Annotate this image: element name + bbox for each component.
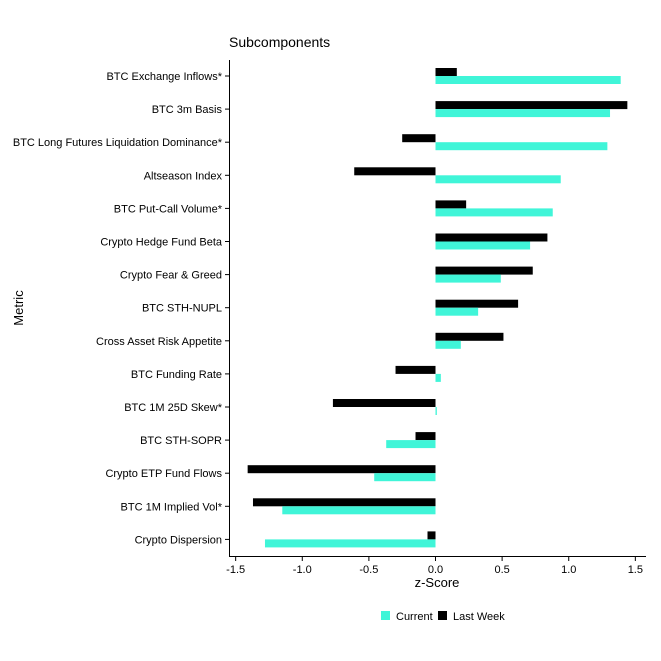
bar-current-7: [435, 307, 479, 316]
bar-last-week-2: [402, 134, 436, 143]
y-tick-label: BTC 1M Implied Vol*: [121, 501, 223, 513]
bar-current-2: [435, 142, 608, 151]
bar-current-10: [435, 407, 437, 415]
bar-current-0: [435, 76, 621, 84]
bar-last-week-1: [435, 101, 628, 110]
y-tick-label: BTC Exchange Inflows*: [106, 71, 222, 83]
y-tick-label: BTC 3m Basis: [152, 104, 223, 116]
x-tick-label: 1.0: [561, 564, 576, 576]
y-tick-label: Crypto Dispersion: [135, 534, 222, 546]
y-tick-label: BTC Funding Rate: [131, 369, 222, 381]
x-tick-label: -0.5: [359, 564, 378, 576]
bar-last-week-6: [435, 266, 533, 275]
bar-current-1: [435, 109, 611, 118]
y-tick-label: Crypto Fear & Greed: [120, 270, 222, 282]
legend: Current Last Week: [381, 611, 505, 623]
x-tick-label: 0.5: [494, 564, 509, 576]
bar-current-11: [386, 440, 436, 449]
bar-current-6: [435, 274, 501, 283]
bar-current-14: [264, 539, 436, 548]
chart-title: Subcomponents: [229, 34, 330, 50]
bar-current-8: [435, 340, 461, 349]
legend-label-0: Current: [396, 611, 433, 623]
y-axis-title: Metric: [11, 290, 26, 326]
x-tick-label: -1.5: [226, 564, 245, 576]
legend-swatch-1: [438, 611, 447, 620]
x-tick-label: -1.0: [293, 564, 312, 576]
bar-current-5: [435, 241, 531, 250]
x-tick-label: 0.0: [428, 564, 443, 576]
bar-last-week-9: [395, 365, 436, 374]
y-tick-label: Crypto ETP Fund Flows: [105, 468, 222, 480]
bar-last-week-3: [354, 167, 436, 176]
y-tick-label: Crypto Hedge Fund Beta: [100, 237, 223, 249]
x-tick-label: 1.5: [628, 564, 643, 576]
legend-swatch-0: [381, 611, 390, 620]
y-tick-label: BTC Put-Call Volume*: [114, 203, 223, 215]
y-tick-label: BTC 1M 25D Skew*: [124, 402, 223, 414]
bar-last-week-7: [435, 299, 519, 308]
bar-last-week-14: [427, 531, 436, 540]
bar-last-week-4: [435, 200, 467, 209]
plot-area: [247, 68, 628, 548]
y-tick-label: Cross Asset Risk Appetite: [96, 336, 222, 348]
bar-current-4: [435, 208, 553, 217]
bar-current-13: [282, 506, 436, 515]
y-tick-label: Altseason Index: [144, 170, 223, 182]
bar-last-week-8: [435, 332, 504, 341]
bar-last-week-13: [252, 498, 436, 507]
legend-label-1: Last Week: [453, 611, 505, 623]
x-axis-title: z-Score: [415, 575, 460, 590]
y-tick-label: BTC STH-SOPR: [140, 435, 222, 447]
bar-last-week-11: [415, 432, 436, 441]
bar-last-week-12: [247, 465, 436, 474]
y-axis-ticks: BTC Exchange Inflows* BTC 3m Basis BTC Lon…: [13, 71, 229, 546]
bar-current-12: [374, 473, 436, 482]
bar-current-9: [435, 373, 441, 382]
bar-last-week-5: [435, 233, 548, 242]
bar-last-week-0: [435, 68, 457, 76]
y-tick-label: BTC STH-NUPL: [142, 303, 222, 315]
y-tick-label: BTC Long Futures Liquidation Dominance*: [13, 137, 223, 149]
bar-current-3: [435, 175, 561, 184]
bar-last-week-10: [332, 399, 436, 407]
x-axis-ticks: -1.5 -1.0 -0.5 0.0 0.5 1.0 1.5: [226, 557, 643, 576]
